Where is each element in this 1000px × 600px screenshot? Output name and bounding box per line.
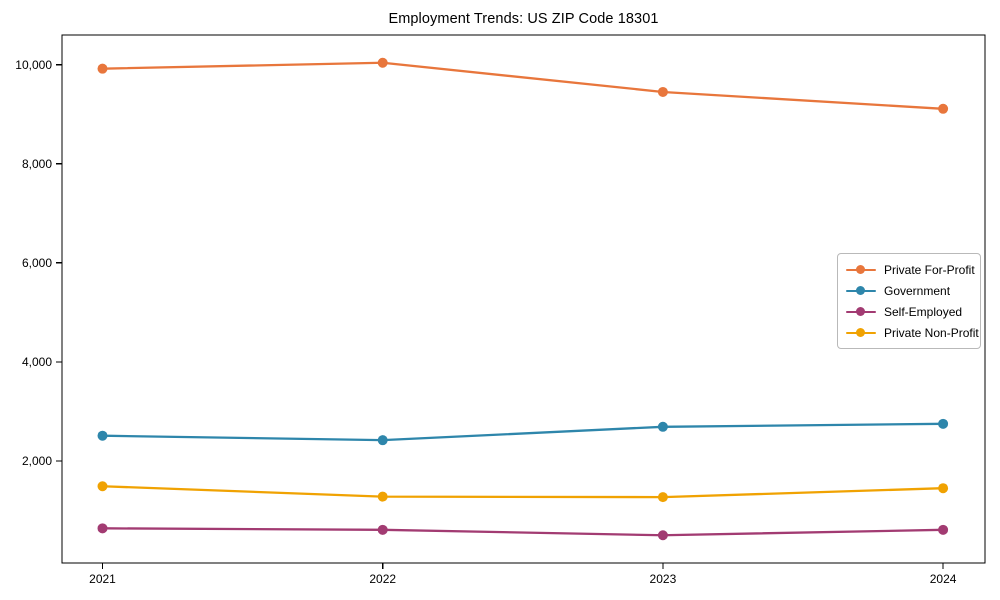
- x-tick-label-2022: 2022: [369, 572, 396, 586]
- legend: Private For-Profit Government Self-Employe…: [837, 253, 981, 349]
- legend-marker-private-for-profit: [846, 265, 876, 275]
- y-tick-label-10000: 10,000: [15, 58, 52, 72]
- data-point-self-employed-2021: [97, 523, 108, 534]
- y-tick-label-8000: 8,000: [22, 157, 52, 171]
- data-point-government-2023: [657, 421, 668, 432]
- data-point-private-for-profit-2022: [377, 57, 388, 68]
- legend-label-private-non-profit: Private Non-Profit: [884, 325, 979, 340]
- x-tick-label-2021: 2021: [89, 572, 116, 586]
- data-point-self-employed-2023: [657, 530, 668, 541]
- y-tick-label-2000: 2,000: [22, 454, 52, 468]
- series-line-government: [101, 422, 945, 442]
- data-point-self-employed-2024: [938, 524, 949, 535]
- legend-marker-government: [846, 286, 876, 296]
- data-point-private-for-profit-2024: [938, 103, 949, 114]
- data-point-private-non-profit-2021: [97, 481, 108, 492]
- legend-marker-private-non-profit: [846, 328, 876, 338]
- data-point-private-non-profit-2024: [938, 483, 949, 494]
- legend-item-private-for-profit: Private For-Profit: [846, 259, 975, 280]
- legend-label-private-for-profit: Private For-Profit: [884, 262, 975, 277]
- series-line-private-for-profit: [101, 61, 945, 110]
- data-point-private-for-profit-2023: [657, 86, 668, 97]
- chart-title: Employment Trends: US ZIP Code 18301: [388, 11, 659, 27]
- data-point-government-2022: [377, 435, 388, 446]
- data-point-self-employed-2022: [377, 524, 388, 535]
- data-point-government-2021: [97, 430, 108, 441]
- series-line-private-non-profit: [101, 485, 945, 499]
- legend-item-government: Government: [846, 280, 974, 301]
- legend-label-self-employed: Self-Employed: [884, 304, 963, 319]
- y-tick-label-4000: 4,000: [22, 355, 52, 369]
- x-tick-label-2023: 2023: [650, 572, 677, 586]
- legend-label-government: Government: [884, 283, 951, 298]
- data-point-private-for-profit-2021: [97, 63, 108, 74]
- y-tick-label-6000: 6,000: [22, 256, 52, 270]
- series-line-self-employed: [101, 527, 945, 537]
- x-tick-label-2024: 2024: [930, 572, 957, 586]
- legend-item-private-non-profit: Private Non-Profit: [846, 322, 979, 343]
- legend-marker-self-employed: [846, 307, 876, 317]
- data-point-private-non-profit-2023: [657, 492, 668, 503]
- data-point-government-2024: [938, 418, 949, 429]
- plot-frame: [61, 34, 986, 564]
- legend-item-self-employed: Self-Employed: [846, 301, 974, 322]
- data-point-private-non-profit-2022: [377, 491, 388, 502]
